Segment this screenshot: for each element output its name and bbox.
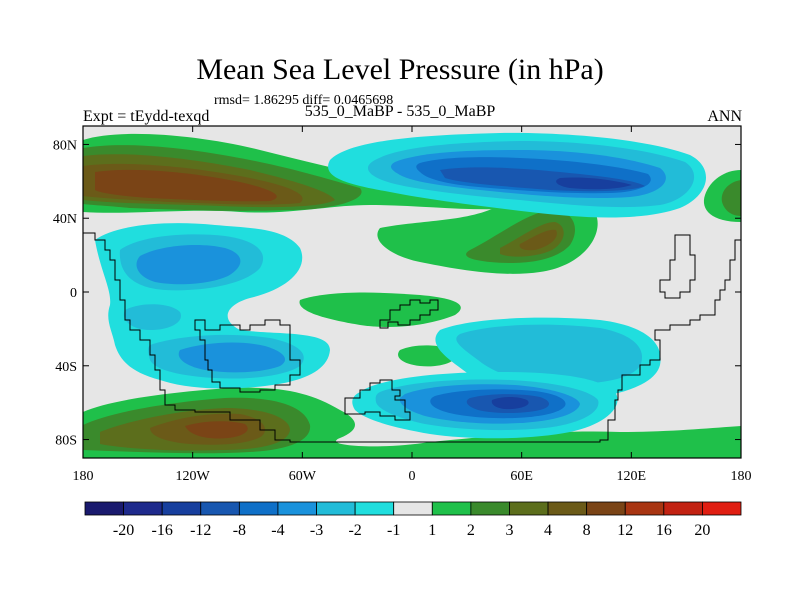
colorbar-swatch bbox=[586, 501, 626, 516]
field-west-low-3 bbox=[136, 244, 241, 285]
colorbar-swatch bbox=[200, 501, 240, 516]
colorbar-label: 4 bbox=[544, 522, 552, 539]
coastline-west-continent-south bbox=[194, 319, 301, 393]
y-tick-label: 40N bbox=[53, 212, 77, 227]
y-tick-label: 0 bbox=[70, 286, 77, 301]
colorbar-label: 1 bbox=[428, 522, 436, 539]
x-tick-label: 0 bbox=[409, 469, 416, 484]
field-north-high-12 bbox=[95, 169, 277, 202]
coastline-east-island bbox=[659, 234, 696, 299]
colorbar-swatch bbox=[470, 501, 510, 516]
y-axis: 80N 40N 0 40S 80S bbox=[53, 138, 741, 449]
colorbar-swatch bbox=[84, 501, 124, 516]
colorbar-swatch bbox=[509, 501, 549, 516]
y-tick-label: 80N bbox=[53, 138, 77, 153]
colorbar-label: -20 bbox=[113, 522, 134, 539]
field-east-low-2 bbox=[456, 324, 643, 384]
colorbar-label: -3 bbox=[310, 522, 323, 539]
colorbar-label: 3 bbox=[505, 522, 513, 539]
colorbar-label: -2 bbox=[348, 522, 361, 539]
field-northeast-high-core bbox=[721, 180, 741, 216]
stats-label: rmsd= 1.86295 diff= 0.0465698 bbox=[214, 93, 394, 108]
colorbar-swatch bbox=[663, 501, 703, 516]
colorbar: -20 -16 -12 -8 -4 -3 -2 -1 1 2 3 4 8 12 16 20 bbox=[84, 501, 742, 539]
colorbar-swatch bbox=[354, 501, 395, 516]
colorbar-swatch bbox=[431, 501, 472, 516]
colorbar-swatch bbox=[316, 501, 356, 516]
coastline-west-continent bbox=[83, 232, 741, 443]
colorbar-swatch bbox=[123, 501, 163, 516]
colorbar-swatch bbox=[702, 501, 742, 516]
plot-area bbox=[83, 126, 741, 458]
experiment-label: Expt = tEydd-texqd bbox=[83, 108, 210, 125]
x-tick-label: 60E bbox=[510, 469, 533, 484]
y-tick-label: 40S bbox=[55, 360, 77, 375]
colorbar-label: 2 bbox=[467, 522, 475, 539]
colorbar-label: -4 bbox=[271, 522, 284, 539]
colorbar-label: -8 bbox=[233, 522, 246, 539]
comparison-label: 535_0_MaBP - 535_0_MaBP bbox=[304, 103, 496, 120]
field-west-low-4 bbox=[123, 304, 181, 330]
colorbar-swatch bbox=[161, 501, 202, 516]
field-south-low-core bbox=[491, 397, 529, 410]
x-tick-label: 180 bbox=[731, 469, 752, 484]
x-tick-label: 120W bbox=[176, 469, 211, 484]
field-north-low-core-east bbox=[556, 177, 632, 190]
x-axis: 180 120W 60W 0 60E 120E 180 bbox=[73, 126, 752, 484]
colorbar-label: 12 bbox=[617, 522, 633, 539]
x-tick-label: 120E bbox=[617, 469, 647, 484]
chart-title: Mean Sea Level Pressure (in hPa) bbox=[196, 53, 604, 86]
season-label: ANN bbox=[707, 108, 742, 125]
colorbar-swatch bbox=[238, 501, 279, 516]
y-tick-label: 80S bbox=[55, 434, 77, 449]
x-tick-label: 60W bbox=[289, 469, 317, 484]
coastlines bbox=[83, 232, 741, 443]
field-central-high-4 bbox=[519, 229, 557, 251]
field-south-high-12 bbox=[185, 421, 248, 439]
colorbar-swatch bbox=[277, 501, 317, 516]
colorbar-label: 8 bbox=[583, 522, 591, 539]
colorbar-label: -16 bbox=[152, 522, 173, 539]
colorbar-label: -1 bbox=[387, 522, 400, 539]
colorbar-swatch bbox=[547, 501, 588, 516]
x-tick-label: 180 bbox=[73, 469, 94, 484]
coastline-central-continent bbox=[379, 299, 439, 329]
colorbar-swatch bbox=[624, 501, 665, 516]
coastline-south-island bbox=[344, 379, 411, 421]
colorbar-label: 16 bbox=[656, 522, 672, 539]
colorbar-label: 20 bbox=[694, 522, 710, 539]
colorbar-label: -12 bbox=[190, 522, 211, 539]
colorbar-swatch bbox=[393, 501, 433, 516]
